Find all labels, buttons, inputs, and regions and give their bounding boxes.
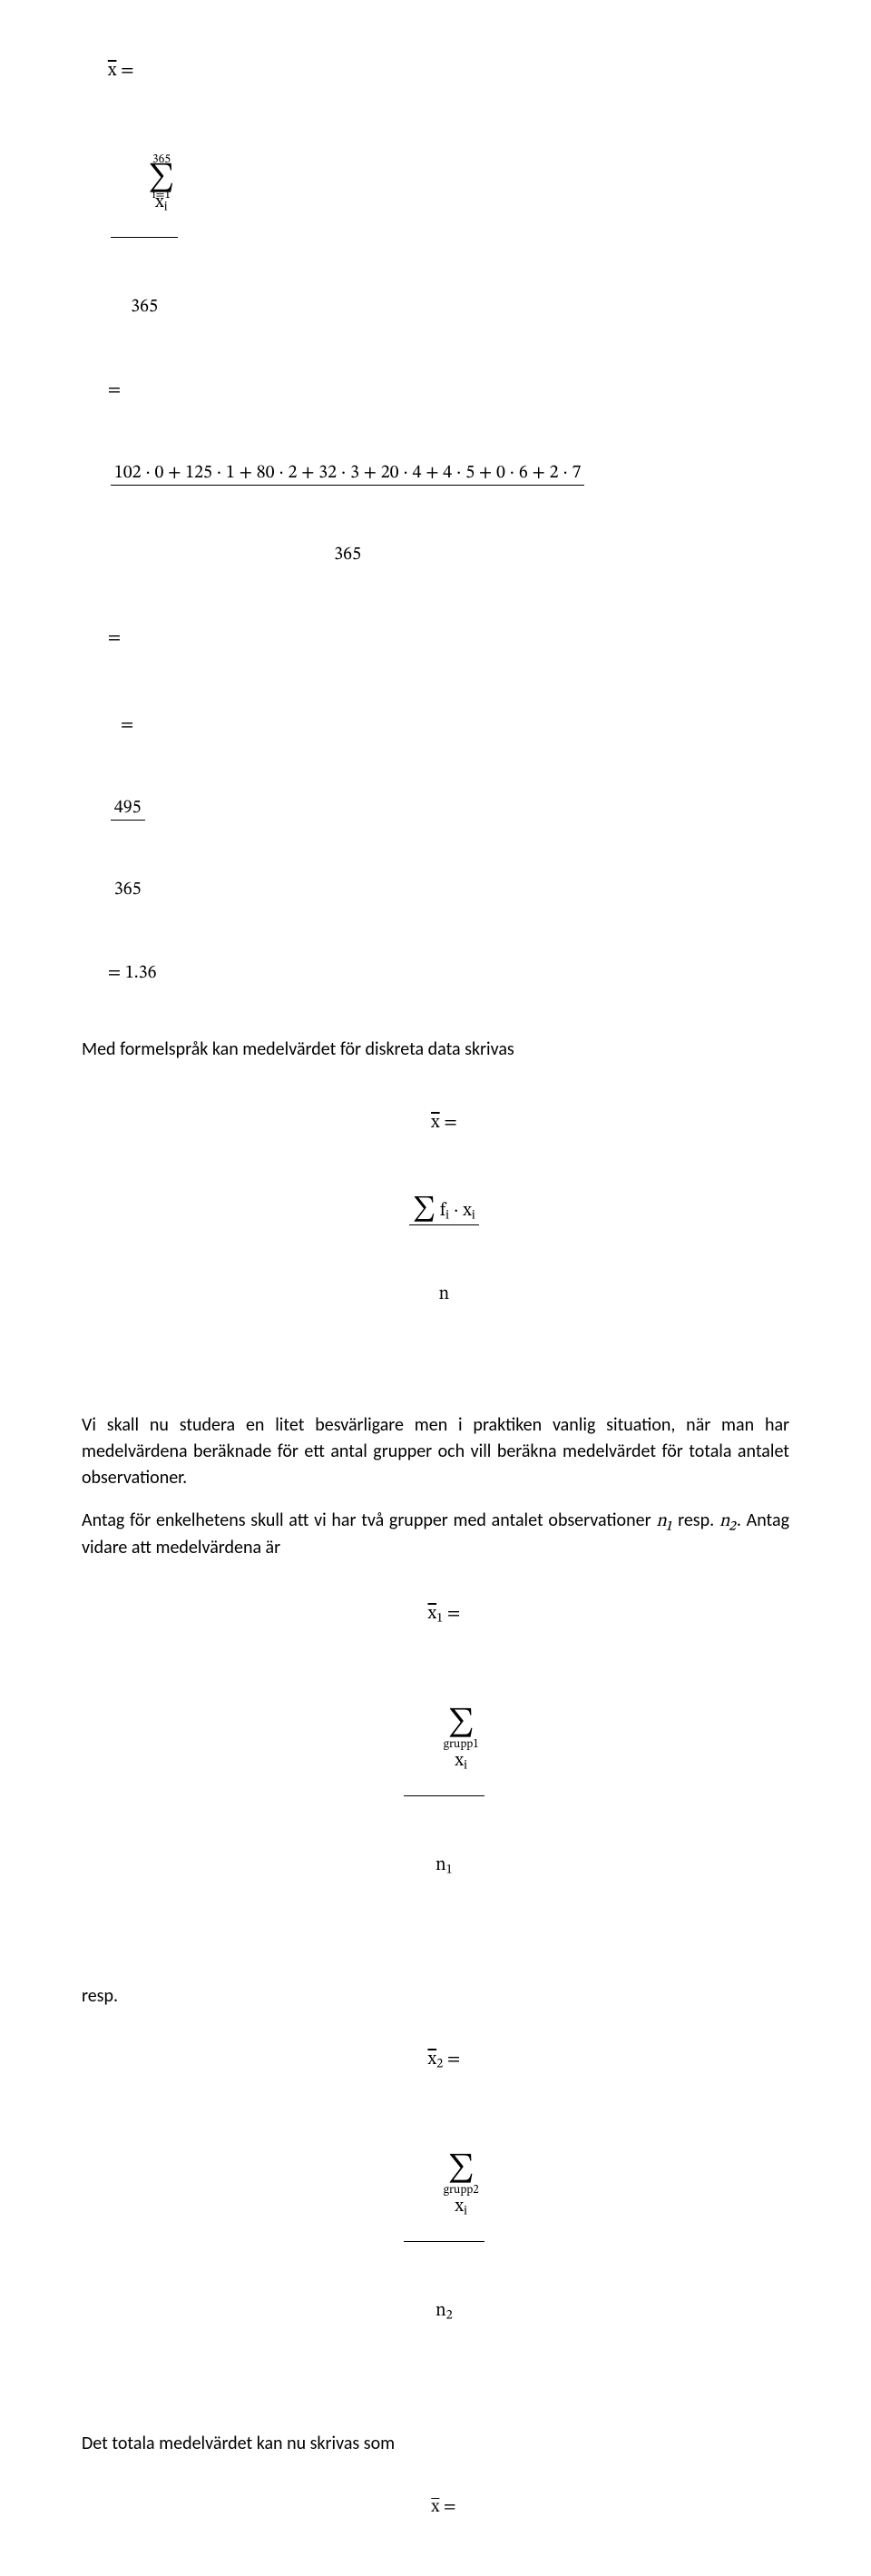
equation-3: x1 = ∑grupp1 xi n1 [82, 1570, 789, 1965]
eq1-line2-num: 495 [111, 798, 145, 821]
equation-1: x = ∑365i=1 xi 365 = 102 · 0 + 125 · 1 +… [91, 27, 789, 1017]
eq1-long-numerator: 102 · 0 + 125 · 1 + 80 · 2 + 32 · 3 + 20… [111, 463, 585, 486]
eq4-sum-under: grupp2 [444, 2185, 479, 2197]
equation-5: x = ∑ xi n = ∑grupp1 xi + ∑grupp2 xi n =… [82, 2466, 789, 2576]
eq1-result: 1.36 [125, 964, 157, 982]
equation-2: x = ∑ fi · xi n [82, 1079, 789, 1392]
eq1-den1: 365 [111, 296, 179, 318]
para-4: Det totala medelvärdet kan nu skrivas so… [82, 2431, 789, 2457]
para-2: Vi skall nu studera en litet besvärligar… [82, 1412, 789, 1491]
eq3-sum-under: grupp1 [444, 1739, 479, 1751]
para-3: Antag för enkelhetens skull att vi har t… [82, 1508, 789, 1561]
eq1-line2-den: 365 [111, 879, 145, 900]
eq1-sum-lower: i=1 [152, 190, 171, 202]
eq1-sum-upper: 365 [152, 154, 171, 167]
resp-label: resp. [82, 1985, 789, 2007]
para-1: Med formelspråk kan medelvärdet för disk… [82, 1037, 789, 1063]
eq2-den: n [409, 1283, 479, 1305]
eq1-den2: 365 [111, 544, 585, 565]
equation-4: x2 = ∑grupp2 xi n2 [82, 2016, 789, 2411]
